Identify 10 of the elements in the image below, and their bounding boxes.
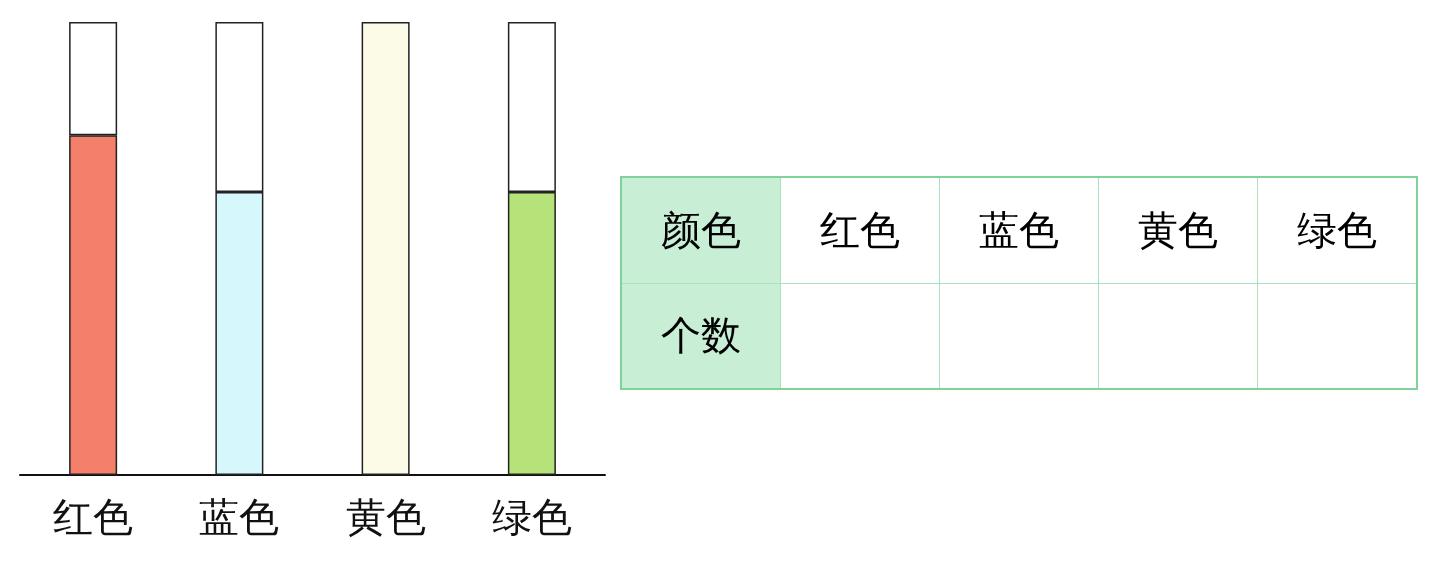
x-tick-label: 红色 <box>53 494 134 540</box>
text: 绿色 <box>1257 177 1417 283</box>
text: 红色 <box>780 177 940 283</box>
text: 蓝色 <box>939 177 1099 283</box>
x-tick-label: 绿色 <box>491 494 572 540</box>
x-tick-label: 蓝色 <box>199 494 280 540</box>
x-tick-label: 黄色 <box>345 494 426 540</box>
text: 个数 <box>621 283 781 389</box>
text: 黄色 <box>1098 177 1258 283</box>
text: 颜色 <box>621 177 781 283</box>
